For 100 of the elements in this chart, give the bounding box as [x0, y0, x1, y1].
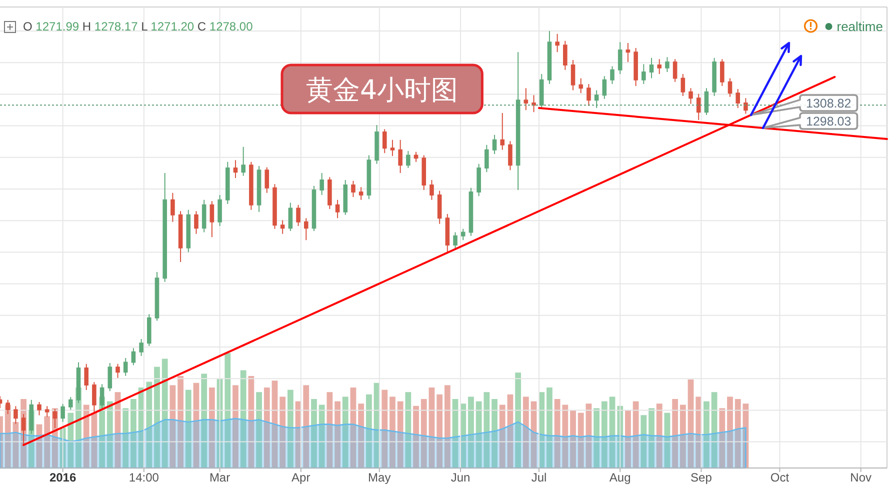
bar: [428, 388, 435, 468]
candlestick: [343, 180, 348, 216]
candlestick: [351, 180, 356, 198]
candlestick: [44, 406, 50, 418]
bar: [719, 408, 726, 468]
candlestick: [422, 154, 426, 190]
bar: [106, 401, 113, 468]
text: 黄金4小时图: [306, 75, 458, 106]
bar: [405, 392, 412, 468]
bar: [625, 410, 631, 468]
candlestick: [712, 57, 716, 96]
bar: [530, 401, 537, 468]
candlestick: [602, 76, 607, 100]
candlestick: [665, 56, 670, 72]
bar: [350, 388, 356, 468]
bar: [201, 374, 208, 468]
x-tick-label: Mar: [209, 470, 230, 484]
candlestick: [108, 362, 112, 392]
candlestick: [154, 271, 160, 322]
bar: [358, 404, 364, 468]
annotation: realtime: [836, 19, 883, 34]
x-tick-label: Oct: [770, 470, 790, 484]
bar: [390, 396, 396, 468]
candlestick: [366, 154, 372, 200]
candlestick: [524, 88, 528, 111]
candlestick: [249, 161, 254, 210]
bar: [601, 401, 608, 468]
bar: [546, 388, 552, 468]
candlestick: [468, 187, 474, 236]
candlestick: [210, 200, 214, 238]
candlestick: [37, 401, 42, 416]
candlestick: [398, 139, 402, 174]
candlestick: [728, 78, 732, 98]
candlestick: [146, 314, 152, 347]
candlestick: [586, 83, 591, 106]
candlestick: [162, 172, 167, 282]
candlestick: [736, 88, 740, 109]
candlestick: [218, 194, 222, 226]
bar: [632, 401, 639, 468]
candlestick: [657, 58, 662, 75]
candlestick: [374, 124, 379, 164]
candlestick: [272, 184, 277, 230]
x-tick-label: 2016: [49, 470, 76, 484]
bar: [208, 388, 215, 468]
candlestick: [139, 338, 144, 356]
bar: [397, 401, 404, 468]
bar: [83, 404, 90, 468]
candlestick: [618, 42, 622, 75]
candlestick: [6, 399, 10, 414]
candlestick: [476, 163, 481, 197]
bar: [240, 370, 246, 468]
candlestick: [532, 94, 536, 113]
annotation: 1308.82: [806, 96, 852, 110]
annotation: 1298.03: [806, 114, 852, 128]
candlestick: [170, 192, 175, 222]
candlestick: [312, 185, 316, 232]
bar: [130, 399, 136, 468]
bar: [594, 408, 600, 468]
bar: [656, 404, 662, 468]
candlestick: [123, 358, 128, 376]
bar: [734, 399, 741, 468]
candlestick: [610, 66, 614, 84]
x-tick-label: Nov: [850, 470, 872, 484]
bar: [154, 366, 160, 468]
bar: [515, 372, 522, 468]
bar: [146, 382, 152, 468]
candlestick: [84, 363, 88, 390]
x-tick-label: Jun: [450, 470, 470, 484]
bar: [492, 399, 498, 468]
candlestick: [414, 151, 418, 162]
bar: [280, 396, 286, 468]
candlestick: [696, 93, 701, 121]
candlestick: [264, 166, 270, 194]
candlestick: [688, 88, 693, 104]
candlestick: [570, 59, 576, 91]
candlestick: [233, 160, 238, 178]
candlestick: [186, 209, 191, 253]
bar: [664, 412, 670, 468]
bar: [303, 385, 310, 468]
candlestick: [453, 232, 458, 250]
bar: [287, 390, 294, 468]
bar: [382, 390, 388, 468]
bar: [193, 382, 200, 468]
candlestick: [704, 88, 709, 116]
bar: [507, 394, 514, 468]
candlestick: [649, 57, 654, 79]
bar: [413, 406, 419, 468]
bar: [570, 410, 576, 468]
candlestick: [328, 176, 332, 210]
x-tick-label: May: [368, 470, 391, 484]
candlestick: [626, 42, 630, 63]
bar: [711, 392, 718, 468]
candlestick: [672, 58, 678, 82]
candlestick: [296, 204, 300, 226]
candlestick: [445, 213, 450, 253]
candlestick: [116, 363, 120, 378]
candlestick: [492, 134, 497, 154]
bar: [326, 392, 333, 468]
candlestick: [225, 161, 230, 205]
x-tick-label: Sep: [690, 470, 712, 484]
